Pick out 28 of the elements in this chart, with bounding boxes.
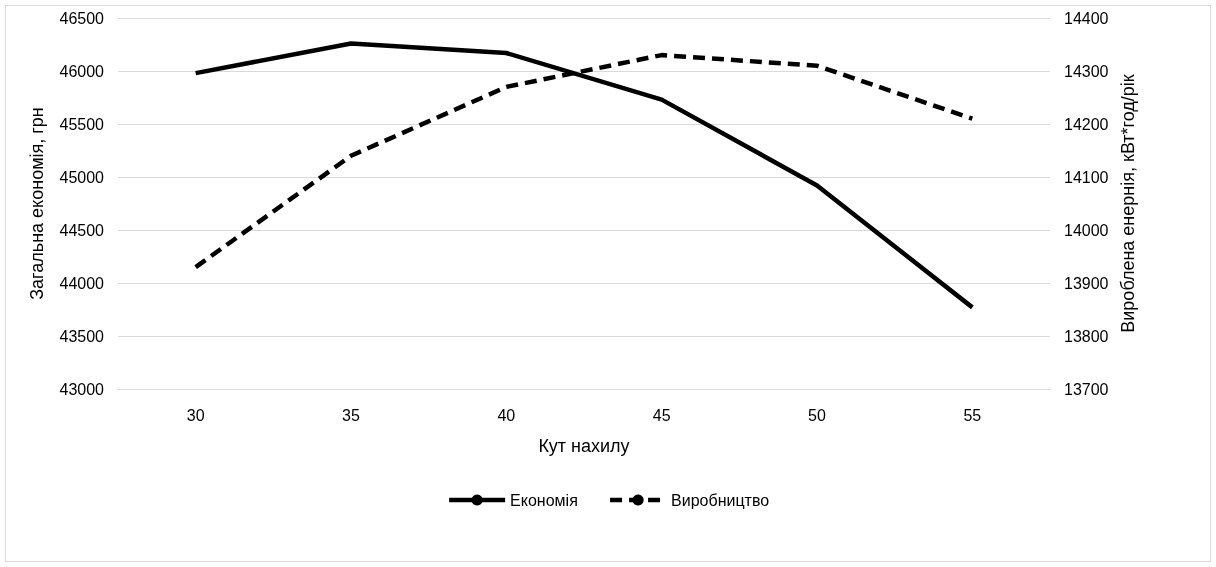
x-axis-title: Кут нахилу — [538, 436, 630, 456]
y-tick-label: 46000 — [59, 62, 105, 80]
y2-tick-label: 13900 — [1064, 274, 1109, 292]
y2-tick-label: 13700 — [1064, 380, 1109, 398]
y-axis-title: Загальна економія, грн — [27, 107, 47, 300]
y2-tick-label: 14000 — [1064, 221, 1109, 239]
x-tick-label: 45 — [652, 406, 671, 424]
y-tick-label: 44500 — [59, 221, 105, 239]
legend-label: Виробництво — [671, 491, 770, 509]
x-tick-label: 55 — [963, 406, 982, 424]
y2-tick-label: 13800 — [1064, 327, 1109, 345]
y2-tick-label: 14200 — [1064, 115, 1109, 133]
y-tick-label: 44000 — [59, 274, 105, 292]
y2-axis-title: Вироблена енернія, кВт*год/рік — [1118, 74, 1139, 333]
y-tick-label: 45500 — [59, 115, 105, 133]
y-tick-label: 45000 — [59, 168, 105, 186]
legend-label: Економія — [510, 491, 578, 509]
y2-tick-label: 14100 — [1064, 168, 1109, 186]
x-tick-label: 30 — [186, 406, 205, 424]
x-tick-label: 50 — [808, 406, 826, 424]
y2-tick-label: 14300 — [1064, 62, 1109, 80]
y-tick-label: 43500 — [59, 327, 105, 345]
y-tick-label: 46500 — [59, 9, 105, 27]
y2-tick-label: 14400 — [1064, 9, 1109, 27]
line-series — [193, 41, 975, 310]
x-tick-label: 35 — [342, 406, 360, 424]
y-tick-label: 43000 — [59, 380, 105, 398]
x-tick-label: 40 — [497, 406, 516, 424]
